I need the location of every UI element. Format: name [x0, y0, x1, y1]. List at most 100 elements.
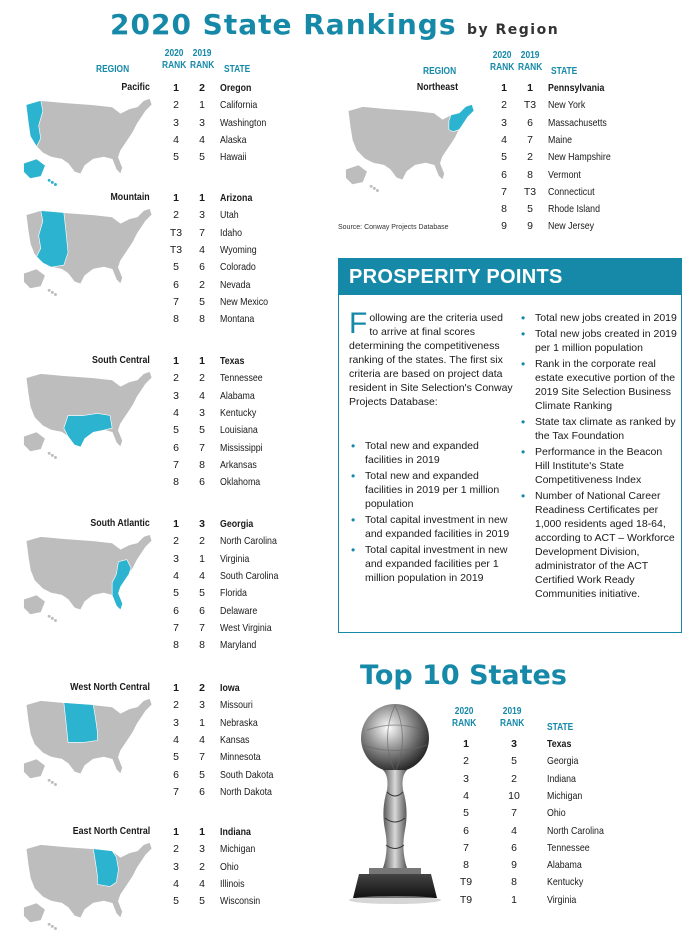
rank-2019: 2 — [527, 151, 533, 164]
rank-2020: 4 — [501, 133, 507, 146]
rank-2019: T3 — [523, 185, 537, 198]
state-name: New Mexico — [220, 295, 269, 308]
state-name: North Dakota — [220, 785, 272, 798]
state-name: Indiana — [220, 826, 251, 838]
alaska-inset — [23, 269, 45, 289]
state-name: Georgia — [547, 755, 579, 768]
rank-2019: 1 — [511, 893, 517, 906]
source-note: Source: Conway Projects Database — [338, 224, 449, 231]
hawaii-inset — [53, 456, 57, 459]
state-name: New York — [548, 99, 586, 112]
rank-2020: 7 — [501, 185, 507, 198]
rank-2019: 5 — [199, 895, 205, 908]
state-name: Idaho — [220, 226, 243, 239]
state-name: Texas — [547, 738, 572, 750]
highlighted-region — [25, 100, 44, 148]
rank-2020: T3 — [169, 243, 183, 256]
rank-2020: 3 — [501, 116, 507, 129]
hawaii-inset — [53, 783, 57, 786]
region-name: East North Central — [72, 825, 150, 837]
hawaii-inset — [372, 186, 376, 190]
rank-2020: 4 — [173, 877, 179, 890]
hawaii-inset — [50, 616, 54, 620]
us-outline — [25, 841, 153, 919]
rank-2020: 8 — [173, 639, 179, 652]
state-name: Maryland — [220, 639, 257, 652]
state-name: Kentucky — [547, 876, 584, 889]
rank-2020: 6 — [463, 824, 469, 837]
rank-2019: 1 — [199, 716, 205, 729]
state-name: Massachusetts — [548, 116, 607, 129]
ne-col-header-region: REGION — [423, 66, 457, 77]
state-name: Rhode Island — [548, 203, 600, 216]
us-map-northeast — [345, 103, 475, 192]
rank-2019: 5 — [527, 203, 533, 216]
rank-2019: 1 — [199, 99, 205, 112]
criteria-item: Number of National Career Readiness Cert… — [519, 489, 679, 601]
region-name: Pacific — [121, 81, 150, 93]
rank-2019: 3 — [199, 843, 205, 856]
us-map-wnc — [23, 697, 153, 786]
state-name: Oklahoma — [220, 476, 261, 489]
rank-2020: 4 — [173, 133, 179, 146]
state-name: South Carolina — [220, 569, 279, 582]
rank-2019: 4 — [199, 569, 205, 582]
drop-cap: F — [349, 307, 368, 340]
rank-2019: 8 — [199, 639, 205, 652]
rank-2020: 3 — [173, 389, 179, 402]
us-outline — [347, 103, 475, 181]
page-subtitle: by Region — [466, 22, 560, 38]
rank-2020: 1 — [173, 826, 179, 838]
us-outline — [25, 370, 153, 448]
rank-2019: 7 — [527, 133, 533, 146]
state-name: Nebraska — [220, 716, 258, 729]
criteria-list-right: Total new jobs created in 2019 Total new … — [519, 311, 679, 603]
rank-2019: T3 — [523, 99, 537, 112]
us-outline — [25, 97, 153, 175]
rank-2020: 4 — [463, 789, 469, 802]
rank-2020: 7 — [463, 841, 469, 854]
rank-2019: 2 — [511, 772, 517, 785]
ne-col-header-2020-rank: 2020 RANK — [490, 50, 515, 73]
state-name: Louisiana — [220, 424, 258, 437]
state-name: Vermont — [548, 168, 581, 181]
state-name: Pennsylvania — [548, 82, 605, 94]
alaska-inset — [23, 432, 45, 452]
rank-2019: 3 — [199, 406, 205, 419]
hawaii-inset — [47, 288, 51, 292]
rank-2020: 6 — [173, 768, 179, 781]
rank-2019: 2 — [199, 372, 205, 385]
rank-2020: 2 — [501, 99, 507, 112]
rank-2020: 1 — [463, 738, 469, 750]
rank-2019: 7 — [511, 807, 517, 820]
rank-2020: 4 — [173, 406, 179, 419]
criteria-item: State tax climate as ranked by the Tax F… — [519, 415, 679, 443]
state-name: Ohio — [220, 860, 239, 873]
state-name: Alabama — [220, 389, 255, 402]
state-name: Tennessee — [547, 841, 590, 854]
prosperity-points-header: PROSPERITY POINTS — [339, 259, 681, 295]
hawaii-inset — [53, 293, 57, 296]
rank-2019: 1 — [199, 355, 205, 367]
criteria-item: Performance in the Beacon Hill Institute… — [519, 445, 679, 487]
rank-2020: 7 — [173, 295, 179, 308]
rank-2019: 4 — [199, 133, 205, 146]
rank-2020: 8 — [463, 859, 469, 872]
rank-2020: 8 — [501, 203, 507, 216]
rank-2020: 3 — [173, 860, 179, 873]
state-name: Arkansas — [220, 458, 257, 471]
rank-2019: 1 — [199, 826, 205, 838]
rank-2019: 6 — [199, 261, 205, 274]
state-name: Michigan — [220, 843, 256, 856]
rank-2019: 5 — [199, 768, 205, 781]
rank-2019: 9 — [511, 859, 517, 872]
rank-2019: 6 — [199, 476, 205, 489]
state-name: Utah — [220, 209, 239, 222]
state-name: Minnesota — [220, 751, 261, 764]
state-name: Texas — [220, 355, 245, 367]
rank-2019: 2 — [199, 860, 205, 873]
rank-2019: 4 — [199, 877, 205, 890]
rank-2019: 6 — [527, 116, 533, 129]
state-name: South Dakota — [220, 768, 274, 781]
